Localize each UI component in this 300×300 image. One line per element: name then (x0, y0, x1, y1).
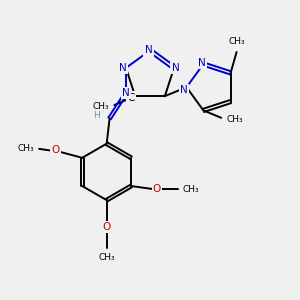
Text: CH₃: CH₃ (226, 115, 243, 124)
Text: CH₃: CH₃ (229, 37, 245, 46)
Text: CH₃: CH₃ (92, 102, 109, 111)
Text: N: N (198, 58, 206, 68)
Text: H: H (93, 111, 100, 120)
Text: CH₃: CH₃ (182, 184, 199, 194)
Text: N: N (172, 63, 179, 73)
Text: N: N (180, 85, 188, 95)
Text: C: C (127, 93, 134, 103)
Text: N: N (145, 45, 152, 56)
Text: CH₃: CH₃ (98, 253, 115, 262)
Text: O: O (51, 146, 60, 155)
Text: N: N (119, 63, 127, 73)
Text: O: O (153, 184, 161, 194)
Text: N: N (122, 88, 130, 98)
Text: O: O (103, 222, 111, 232)
Text: CH₃: CH₃ (17, 144, 34, 153)
